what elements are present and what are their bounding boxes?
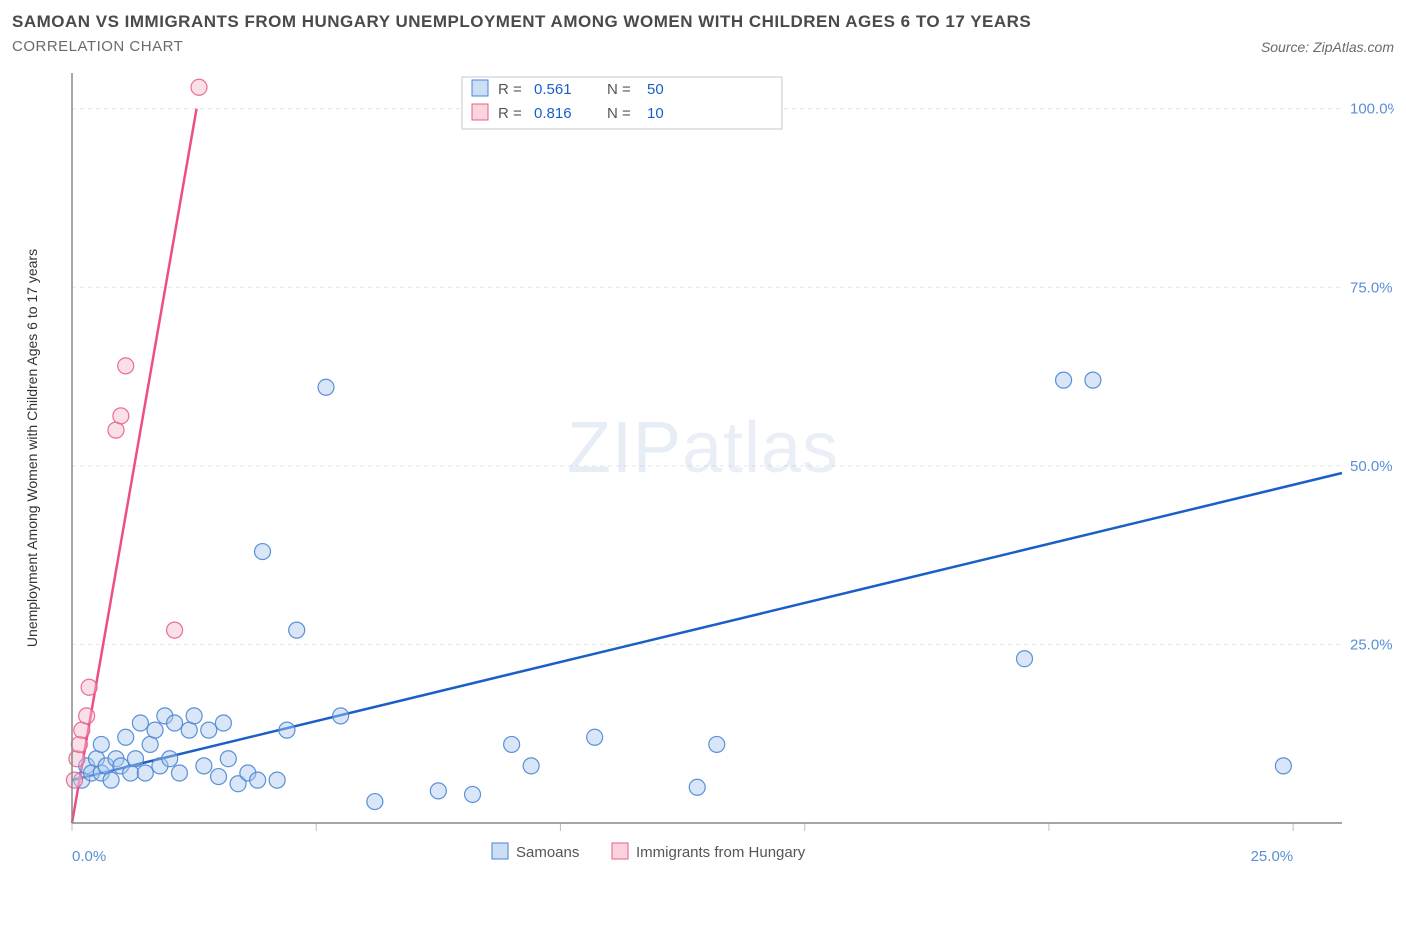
data-point [81,679,97,695]
chart-title: SAMOAN VS IMMIGRANTS FROM HUNGARY UNEMPL… [12,12,1394,32]
data-point [142,736,158,752]
legend-series-label: Immigrants from Hungary [636,844,806,861]
data-point [465,786,481,802]
legend-r-value: 0.816 [534,105,572,122]
data-point [1085,372,1101,388]
y-tick-label: 50.0% [1350,458,1393,475]
chart-container: ZIPatlas 25.0%50.0%75.0%100.0%0.0%25.0%U… [12,63,1394,883]
data-point [103,772,119,788]
y-tick-label: 25.0% [1350,636,1393,653]
data-point [108,422,124,438]
legend-r-label: R = [498,105,522,122]
y-tick-label: 75.0% [1350,279,1393,296]
subtitle-row: CORRELATION CHART Source: ZipAtlas.com [12,38,1394,55]
data-point [191,79,207,95]
data-point [587,729,603,745]
data-point [79,708,95,724]
legend-r-value: 0.561 [534,81,572,98]
x-tick-label: 0.0% [72,848,106,865]
data-point [132,715,148,731]
data-point [66,772,82,788]
data-point [709,736,725,752]
data-point [215,715,231,731]
data-point [113,408,129,424]
data-point [1275,758,1291,774]
data-point [186,708,202,724]
data-point [1017,651,1033,667]
x-tick-label: 25.0% [1251,848,1294,865]
data-point [167,622,183,638]
data-point [318,379,334,395]
data-point [167,715,183,731]
legend-swatch [472,80,488,96]
data-point [71,736,87,752]
data-point [162,751,178,767]
legend-swatch [492,843,508,859]
data-point [689,779,705,795]
legend-n-label: N = [607,105,631,122]
data-point [147,722,163,738]
data-point [523,758,539,774]
data-point [128,751,144,767]
data-point [1056,372,1072,388]
legend-r-label: R = [498,81,522,98]
trend-line [72,473,1342,780]
data-point [367,794,383,810]
data-point [118,358,134,374]
legend-n-label: N = [607,81,631,98]
scatter-chart: 25.0% 50.0% 75.0% 100.0% 0.0% 25.0% Unemployme… [12,63,1394,883]
data-point [137,765,153,781]
data-point [123,765,139,781]
data-point [74,722,90,738]
data-point [201,722,217,738]
legend-n-value: 50 [647,81,664,98]
data-point [279,722,295,738]
legend-swatch [472,104,488,120]
y-axis-label: Unemployment Among Women with Children A… [24,249,40,647]
data-point [250,772,266,788]
data-point [430,783,446,799]
data-point [255,544,271,560]
data-point [196,758,212,774]
legend-series-label: Samoans [516,844,579,861]
y-tick-label: 100.0% [1350,101,1394,118]
data-point [181,722,197,738]
data-point [220,751,236,767]
data-point [289,622,305,638]
data-point [333,708,349,724]
legend-swatch [612,843,628,859]
source-attribution: Source: ZipAtlas.com [1261,39,1394,55]
data-point [269,772,285,788]
legend-n-value: 10 [647,105,664,122]
data-point [118,729,134,745]
data-point [211,769,227,785]
data-point [504,736,520,752]
data-point [93,736,109,752]
data-point [171,765,187,781]
chart-subtitle: CORRELATION CHART [12,38,183,55]
